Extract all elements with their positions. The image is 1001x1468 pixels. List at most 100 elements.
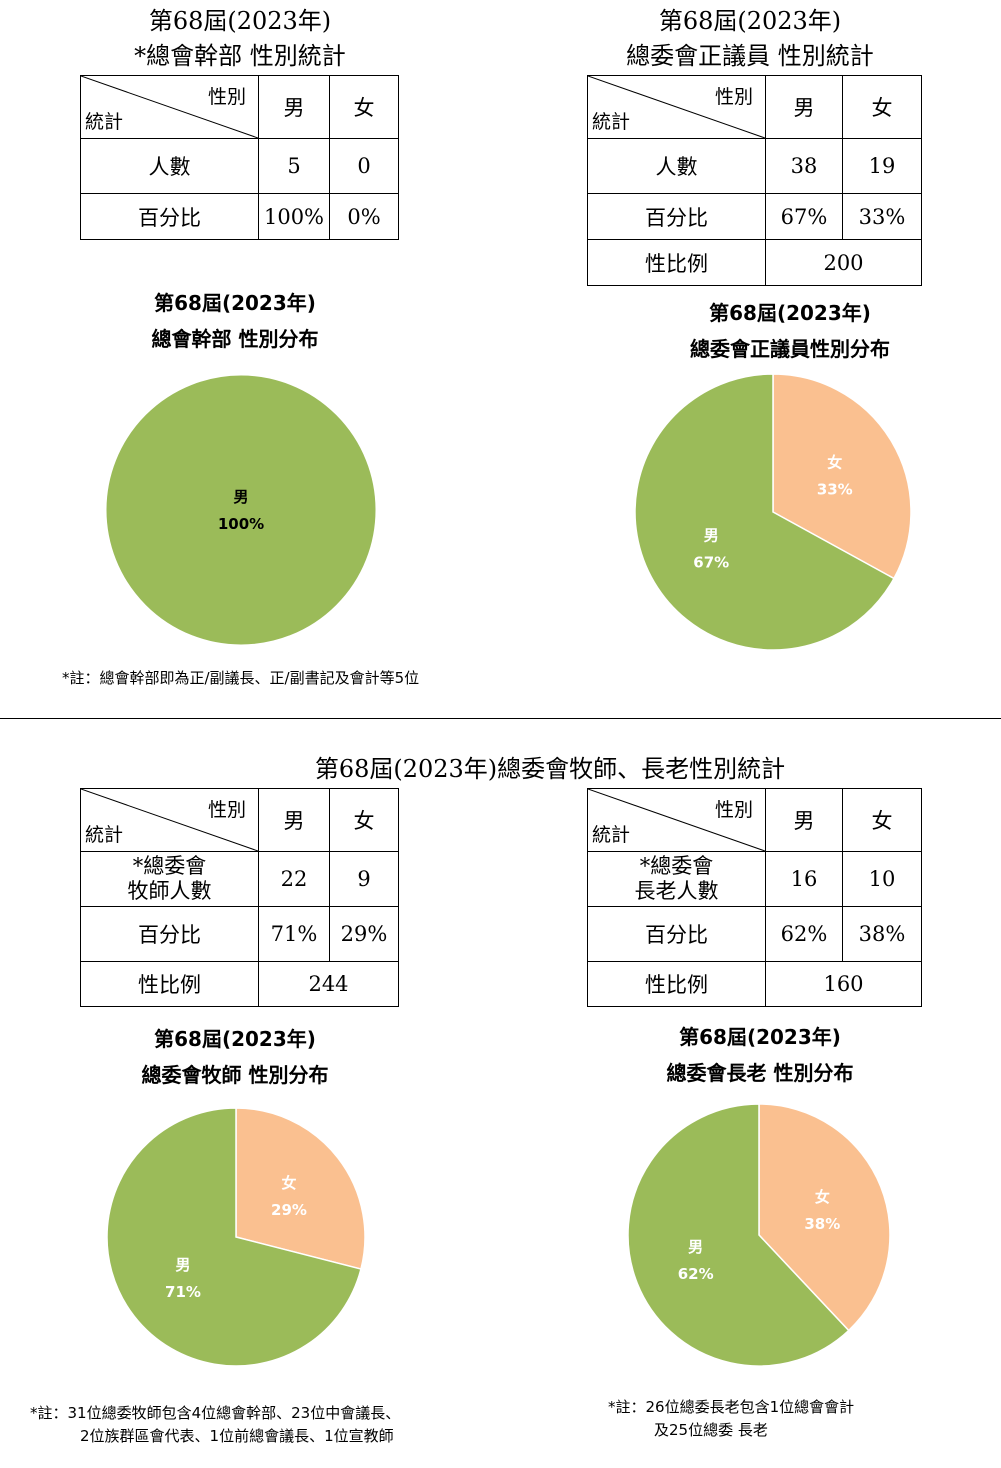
- section-divider: [0, 718, 1001, 719]
- table-corner-header: 性別 統計: [587, 75, 766, 139]
- pie-slice-male: [105, 374, 377, 646]
- stat-header: 統計: [592, 824, 631, 846]
- elders-note-line2: 及25位總委 長老: [654, 1421, 768, 1440]
- gender-header: 性別: [714, 799, 753, 821]
- pie-slice-male: [634, 373, 895, 651]
- pie-label-male-category: 男: [175, 1256, 190, 1274]
- female-percent: 38%: [842, 906, 922, 962]
- chart3-title: 第68屆(2023年) 總委會牧師 性別分布: [90, 1026, 380, 1088]
- table-row: *總委會 牧師人數 22 9: [80, 851, 399, 907]
- chart4-title-line1: 第68屆(2023年): [679, 1025, 841, 1049]
- section2-title-line1: 第68屆(2023年): [658, 7, 842, 35]
- table-row: 性比例 160: [587, 961, 922, 1007]
- chart1-title-line2: 總會幹部 性別分布: [151, 327, 319, 351]
- female-header: 女: [329, 75, 399, 139]
- pie-label-male-percent: 67%: [693, 554, 729, 572]
- stat-header: 統計: [85, 824, 124, 846]
- elders-note: *註：26位總委長老包含1位總會會計 及25位總委 長老: [608, 1396, 854, 1443]
- male-count: 5: [258, 138, 330, 194]
- chart2-title-line2: 總委會正議員性別分布: [690, 337, 890, 361]
- chart1-title: 第68屆(2023年) 總會幹部 性別分布: [90, 290, 380, 352]
- section2-title-line2: 總委會正議員 性別統計: [626, 41, 874, 70]
- ratio-label: 性比例: [587, 239, 766, 286]
- row-label-line2: 長老人數: [634, 879, 719, 903]
- pie-label-male-percent: 71%: [165, 1283, 201, 1301]
- male-header: 男: [258, 75, 330, 139]
- table-row: 百分比 71% 29%: [80, 906, 399, 962]
- table-row: 性比例 244: [80, 961, 399, 1007]
- pie-slice-female: [235, 1107, 366, 1270]
- pie-label-male-category: 男: [233, 488, 248, 506]
- chart2-title-line1: 第68屆(2023年): [709, 301, 871, 325]
- pie-slice-male: [627, 1103, 850, 1367]
- table-row: 性比例 200: [587, 239, 922, 286]
- gender-header: 性別: [714, 86, 753, 108]
- pie-label-female-percent: 38%: [804, 1215, 840, 1233]
- table-row: 人數 5 0: [80, 138, 399, 194]
- pie-slice-male: [106, 1107, 362, 1367]
- chart4-title-line2: 總委會長老 性別分布: [666, 1061, 854, 1085]
- pie-label-male-category: 男: [688, 1238, 703, 1256]
- pie-label-male-percent: 100%: [218, 515, 264, 533]
- row-label: 百分比: [80, 193, 259, 240]
- male-count: 16: [765, 851, 843, 907]
- row-label: 百分比: [80, 906, 259, 962]
- ratio-value: 160: [765, 961, 922, 1007]
- female-count: 9: [329, 851, 399, 907]
- table-corner-header: 性別 統計: [80, 788, 259, 852]
- female-header: 女: [329, 788, 399, 852]
- stat-header: 統計: [592, 111, 631, 133]
- chart3-title-line2: 總委會牧師 性別分布: [141, 1063, 329, 1087]
- row-label-line2: 牧師人數: [127, 879, 212, 903]
- table-row: 百分比 62% 38%: [587, 906, 922, 962]
- chart1-title-line1: 第68屆(2023年): [154, 291, 316, 315]
- row-label: *總委會 牧師人數: [80, 851, 259, 907]
- pie-slice-female: [758, 1103, 891, 1332]
- male-header: 男: [765, 75, 843, 139]
- row-label-line1: *總委會: [132, 853, 207, 878]
- gender-header: 性別: [207, 799, 246, 821]
- ratio-value: 244: [258, 961, 399, 1007]
- table-row: 百分比 67% 33%: [587, 193, 922, 240]
- table-row: 百分比 100% 0%: [80, 193, 399, 240]
- female-percent: 29%: [329, 906, 399, 962]
- row-label: 百分比: [587, 906, 766, 962]
- section1-title-line2: *總會幹部 性別統計: [134, 41, 346, 70]
- table-corner-header: 性別 統計: [587, 788, 766, 852]
- table-row: 人數 38 19: [587, 138, 922, 194]
- pie-label-male-percent: 62%: [678, 1265, 714, 1283]
- pie-slice-female: [772, 373, 912, 580]
- female-header: 女: [842, 788, 922, 852]
- chart3-title-line1: 第68屆(2023年): [154, 1027, 316, 1051]
- elders-note-line1: *註：26位總委長老包含1位總會會計: [608, 1398, 855, 1416]
- section2-title: 第68屆(2023年) 總委會正議員 性別統計: [590, 4, 910, 74]
- ratio-value: 200: [765, 239, 922, 286]
- section1-title-line1: 第68屆(2023年): [148, 7, 332, 35]
- row-label: 人數: [80, 138, 259, 194]
- elders-stats-table: 性別 統計 男 女 *總委會 長老人數 16 10 百分比 62% 38% 性比…: [587, 788, 922, 1007]
- officers-stats-table: 性別 統計 男 女 人數 5 0 百分比 100% 0%: [80, 75, 399, 240]
- row-label-line1: *總委會: [639, 853, 714, 878]
- table-row: *總委會 長老人數 16 10: [587, 851, 922, 907]
- ratio-label: 性比例: [80, 961, 259, 1007]
- female-count: 19: [842, 138, 922, 194]
- male-percent: 62%: [765, 906, 843, 962]
- stat-header: 統計: [85, 111, 124, 133]
- pastors-stats-table: 性別 統計 男 女 *總委會 牧師人數 22 9 百分比 71% 29% 性比例…: [80, 788, 399, 1007]
- male-count: 22: [258, 851, 330, 907]
- pastors-note-line2: 2位族群區會代表、1位前總會議長、1位宣教師: [80, 1427, 394, 1446]
- pie-label-female-category: 女: [815, 1188, 830, 1206]
- chart2-title: 第68屆(2023年) 總委會正議員性別分布: [640, 300, 940, 362]
- ratio-label: 性比例: [587, 961, 766, 1007]
- pie-label-female-category: 女: [827, 453, 842, 471]
- section1-title: 第68屆(2023年) *總會幹部 性別統計: [80, 4, 400, 74]
- officers-note: *註：總會幹部即為正/副議長、正/副書記及會計等5位: [62, 669, 420, 687]
- pastors-note: *註：31位總委牧師包含4位總會幹部、23位中會議長、 2位族群區會代表、1位前…: [30, 1402, 400, 1449]
- male-count: 38: [765, 138, 843, 194]
- female-percent: 0%: [329, 193, 399, 240]
- table-corner-header: 性別 統計: [80, 75, 259, 139]
- female-header: 女: [842, 75, 922, 139]
